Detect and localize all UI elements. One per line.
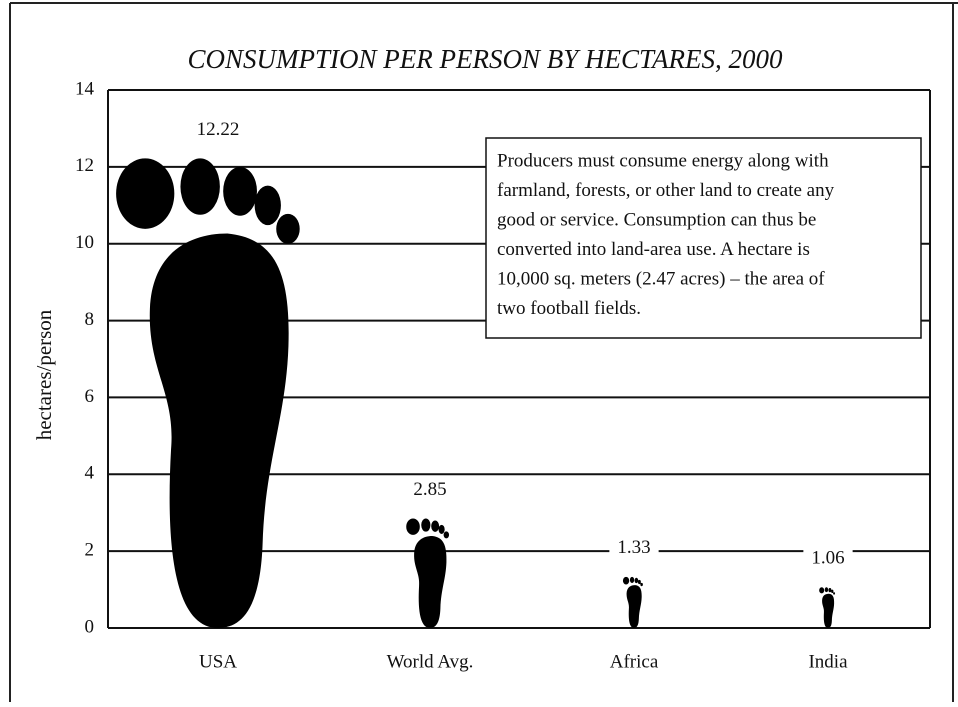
y-tick-label: 8	[85, 309, 95, 330]
page: {"chart_data": { "type": "pictograph", "…	[0, 0, 958, 702]
value-label: 1.33	[617, 537, 650, 558]
y-axis-label: hectares/person	[32, 309, 56, 440]
y-tick-label: 0	[85, 616, 95, 637]
footprint	[406, 518, 449, 628]
footprint	[819, 587, 835, 628]
x-tick-label: World Avg.	[387, 651, 474, 672]
value-label: 2.85	[413, 479, 446, 500]
annotation-line: good or service. Consumption can thus be	[497, 209, 816, 230]
value-label: 1.06	[811, 548, 844, 569]
footprint	[116, 158, 300, 628]
y-tick-label: 14	[75, 78, 95, 99]
annotation-line: two football fields.	[497, 298, 641, 319]
footprint	[623, 577, 643, 628]
annotation-line: 10,000 sq. meters (2.47 acres) – the are…	[497, 268, 825, 289]
y-tick-label: 2	[85, 540, 95, 561]
y-tick-label: 10	[75, 232, 94, 253]
y-tick-label: 12	[75, 155, 94, 176]
x-tick-label: Africa	[610, 651, 659, 672]
annotation: Producers must consume energy along with…	[486, 138, 921, 338]
y-tick-label: 6	[85, 386, 95, 407]
y-tick-label: 4	[85, 463, 95, 484]
chart: CONSUMPTION PER PERSON BY HECTARES, 2000…	[0, 0, 958, 702]
x-tick-label: India	[808, 651, 848, 672]
annotation-line: Producers must consume energy along with	[497, 150, 829, 171]
annotation-line: farmland, forests, or other land to crea…	[497, 180, 835, 201]
x-tick-label: USA	[199, 651, 237, 672]
chart-title: CONSUMPTION PER PERSON BY HECTARES, 2000	[188, 44, 783, 74]
value-label: 12.22	[197, 119, 240, 140]
annotation-line: converted into land-area use. A hectare …	[497, 239, 810, 260]
